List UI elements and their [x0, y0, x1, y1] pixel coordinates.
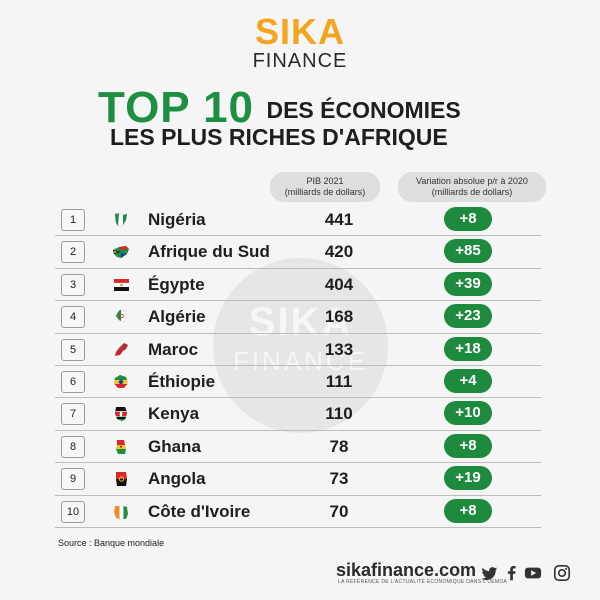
column-variation-line1: Variation absolue p/r à 2020 [416, 176, 528, 186]
pib-value: 404 [324, 274, 354, 294]
pib-value: 168 [324, 307, 354, 327]
watermark-line1: SIKA [248, 300, 353, 344]
rank-badge: 5 [61, 338, 85, 361]
table-row: 3 Égypte 404 +39 [55, 269, 541, 302]
pib-value: 441 [324, 210, 354, 229]
column-variation-line2: (milliards de dollars) [431, 187, 513, 197]
variation-badge: +10 [444, 401, 492, 426]
rank-badge: 7 [61, 403, 85, 426]
country-name: Maroc [148, 339, 199, 359]
logo-line2: FINANCE [252, 50, 348, 72]
variation-badge: +8 [444, 207, 492, 231]
variation-badge: +85 [444, 239, 492, 264]
nigeria-flag-icon [114, 212, 128, 227]
youtube-icon[interactable] [524, 564, 542, 582]
country-name: Égypte [148, 274, 205, 294]
watermark-logo: SIKA FINANCE [213, 258, 388, 433]
variation-badge: +19 [444, 466, 492, 491]
rank-badge: 2 [61, 241, 85, 264]
country-name: Côte d'Ivoire [148, 501, 251, 521]
column-header-variation: Variation absolue p/r à 2020 (milliards … [398, 172, 546, 202]
logo-line1: SIKA [254, 11, 345, 52]
ethiopia-flag-icon [114, 375, 128, 388]
table-row: 5 Maroc 133 +18 [55, 334, 541, 366]
table-row: 10 Côte d'Ivoire 70 +8 [55, 496, 541, 528]
country-name: Angola [148, 469, 206, 489]
rank-badge: 9 [61, 468, 85, 491]
source-note: Source : Banque mondiale [58, 538, 165, 548]
country-name: Éthiopie [148, 372, 216, 391]
title-line1-rest: DES ÉCONOMIES [266, 97, 461, 123]
rank-badge: 4 [61, 306, 85, 329]
variation-badge: +8 [444, 498, 492, 523]
footer-website-link[interactable]: sikafinance.com [336, 560, 477, 580]
pib-value: 133 [324, 339, 354, 359]
morocco-flag-icon [115, 342, 128, 356]
variation-badge: +4 [444, 369, 492, 393]
table-row: 9 Angola 73 +19 [55, 463, 541, 496]
twitter-icon[interactable] [481, 564, 499, 582]
brand-logo: SIKA FINANCE [0, 11, 600, 73]
country-name: Ghana [148, 436, 201, 456]
table-row: 2 Afrique du Sud 420 +85 [55, 236, 541, 269]
variation-badge: +8 [444, 433, 492, 458]
pib-value: 70 [329, 501, 349, 521]
country-name: Afrique du Sud [148, 242, 270, 262]
angola-flag-icon [116, 472, 127, 487]
table-row: 1 Nigéria 441 +8 [55, 204, 541, 237]
column-pib-line2: (milliards de dollars) [284, 187, 366, 197]
title-top10: TOP 10 [98, 83, 255, 132]
instagram-icon[interactable] [553, 564, 571, 582]
column-pib-line1: PIB 2021 [306, 176, 344, 186]
pib-value: 110 [325, 404, 353, 424]
rank-badge: 1 [61, 209, 85, 231]
country-name: Nigéria [148, 210, 206, 229]
pib-value: 73 [329, 469, 349, 489]
pib-value: 111 [325, 372, 353, 391]
facebook-icon[interactable] [503, 564, 521, 582]
rank-badge: 8 [61, 435, 85, 458]
rank-badge: 6 [61, 371, 85, 393]
table-row: 6 Éthiopie 111 +4 [55, 366, 541, 399]
column-header-pib: PIB 2021 (milliards de dollars) [270, 172, 380, 202]
table-row: 7 Kenya 110 +10 [55, 398, 541, 431]
cote-divoire-flag-icon [114, 505, 128, 519]
kenya-flag-icon [115, 407, 127, 422]
table-row: 4 Algérie 168 +23 [55, 301, 541, 334]
algeria-flag-icon [115, 309, 128, 323]
table-row: 8 Ghana 78 +8 [55, 431, 541, 464]
country-name: Algérie [148, 307, 206, 327]
variation-badge: +39 [444, 271, 492, 296]
country-name: Kenya [148, 404, 200, 424]
ghana-flag-icon [116, 439, 126, 454]
watermark-line2: FINANCE [232, 346, 369, 376]
rank-badge: 10 [61, 500, 85, 523]
pib-value: 78 [329, 436, 349, 456]
egypt-flag-icon [113, 278, 130, 291]
variation-badge: +23 [444, 304, 492, 329]
title-line2: LES PLUS RICHES D'AFRIQUE [110, 124, 448, 150]
page-title: TOP 10 DES ÉCONOMIES [98, 86, 461, 130]
variation-badge: +18 [444, 336, 492, 361]
south-africa-flag-icon [113, 246, 129, 259]
pib-value: 420 [324, 242, 354, 262]
rank-badge: 3 [61, 273, 85, 296]
footer-tagline: LA RÉFÉRENCE DE L'ACTUALITÉ ÉCONOMIQUE D… [338, 579, 508, 585]
